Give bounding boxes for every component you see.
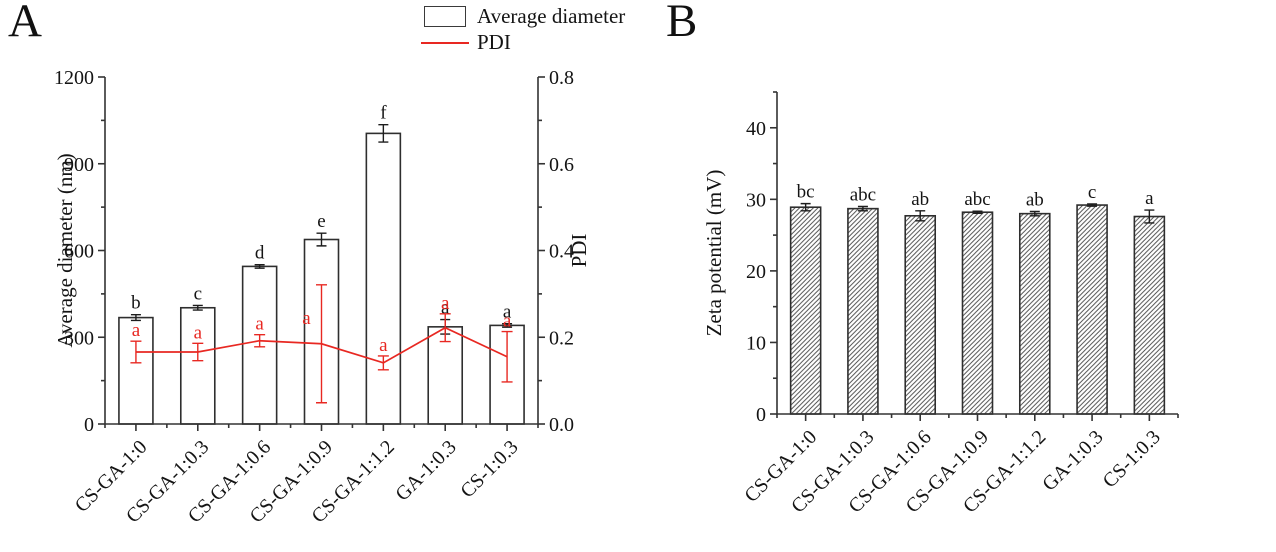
svg-text:0.8: 0.8 (549, 67, 574, 89)
svg-text:Average diameter (nm): Average diameter (nm) (53, 153, 77, 347)
svg-text:a: a (255, 314, 264, 335)
svg-text:CS-GA-1:0.6: CS-GA-1:0.6 (844, 426, 935, 517)
svg-text:0: 0 (84, 414, 94, 436)
svg-text:a: a (1145, 188, 1154, 209)
svg-text:b: b (131, 293, 141, 314)
svg-text:abc: abc (850, 184, 876, 205)
svg-text:0.6: 0.6 (549, 154, 574, 176)
svg-text:0.0: 0.0 (549, 414, 574, 436)
svg-text:600: 600 (64, 241, 94, 263)
svg-text:CS-GA-1:0.9: CS-GA-1:0.9 (246, 436, 337, 527)
svg-text:Zeta potential (mV): Zeta potential (mV) (702, 170, 726, 337)
svg-text:a: a (302, 308, 311, 329)
legend: Average diameter PDI (420, 4, 625, 55)
legend-item-average-diameter: Average diameter (420, 4, 625, 29)
svg-text:ab: ab (1026, 189, 1044, 210)
svg-text:30: 30 (746, 189, 766, 211)
legend-label-pdi: PDI (477, 30, 511, 54)
svg-text:300: 300 (64, 327, 94, 349)
svg-text:900: 900 (64, 154, 94, 176)
svg-text:CS-1:0.3: CS-1:0.3 (1099, 426, 1165, 492)
svg-text:CS-GA-1:0.3: CS-GA-1:0.3 (787, 426, 878, 517)
svg-text:CS-GA-1:1.2: CS-GA-1:1.2 (308, 436, 399, 527)
svg-text:a: a (132, 320, 141, 341)
svg-text:a: a (503, 302, 512, 323)
svg-text:0.4: 0.4 (549, 241, 574, 263)
svg-text:0: 0 (756, 404, 766, 426)
svg-text:CS-1:0.3: CS-1:0.3 (456, 436, 522, 502)
svg-text:20: 20 (746, 261, 766, 283)
svg-text:c: c (194, 283, 202, 304)
svg-text:a: a (441, 298, 450, 319)
open-bar-swatch-icon (424, 6, 466, 27)
svg-text:PDI: PDI (567, 234, 591, 268)
svg-text:abc: abc (964, 189, 990, 210)
svg-text:40: 40 (746, 118, 766, 140)
svg-text:f: f (380, 103, 387, 124)
svg-text:d: d (255, 243, 265, 264)
svg-text:1200: 1200 (54, 67, 94, 89)
svg-text:CS-GA-1:0.3: CS-GA-1:0.3 (122, 436, 213, 527)
svg-text:e: e (317, 211, 325, 232)
svg-text:CS-GA-1:1.2: CS-GA-1:1.2 (959, 426, 1050, 517)
panel-a-label: A (8, 0, 42, 47)
svg-text:CS-GA-1:0.9: CS-GA-1:0.9 (902, 426, 993, 517)
svg-text:a: a (194, 322, 203, 343)
legend-label-average-diameter: Average diameter (477, 4, 626, 28)
legend-item-pdi: PDI (420, 30, 625, 55)
svg-text:0.2: 0.2 (549, 327, 574, 349)
svg-text:CS-GA-1:0: CS-GA-1:0 (71, 436, 152, 517)
svg-text:c: c (1088, 182, 1096, 203)
svg-text:GA-1:0.3: GA-1:0.3 (1038, 426, 1107, 495)
red-line-swatch-icon (421, 41, 469, 44)
svg-text:a: a (503, 311, 512, 332)
svg-text:ab: ab (911, 189, 929, 210)
svg-text:CS-GA-1:0.6: CS-GA-1:0.6 (184, 436, 275, 527)
svg-text:bc: bc (797, 182, 815, 203)
svg-text:a: a (441, 293, 450, 314)
svg-text:GA-1:0.3: GA-1:0.3 (391, 436, 460, 505)
svg-text:CS-GA-1:0: CS-GA-1:0 (740, 426, 821, 507)
svg-text:a: a (379, 335, 388, 356)
panel-b-label: B (666, 0, 698, 47)
svg-text:10: 10 (746, 332, 766, 354)
